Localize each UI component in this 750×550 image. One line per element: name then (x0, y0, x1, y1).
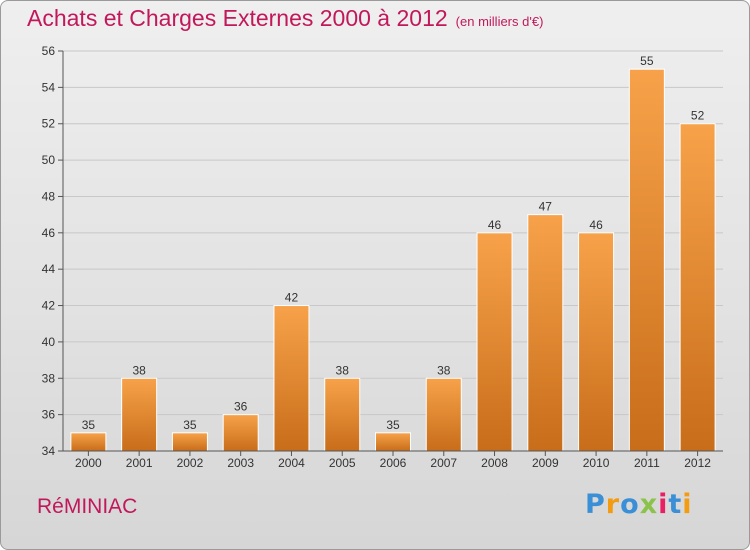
y-tick-label: 52 (42, 117, 56, 131)
bar (324, 377, 361, 452)
bar (171, 432, 208, 452)
x-tick-label: 2011 (634, 456, 660, 470)
y-tick-label: 40 (42, 335, 56, 349)
logo-letter: i (682, 489, 693, 520)
bar-value-label: 42 (285, 291, 299, 305)
logo-letter: i (658, 489, 669, 520)
bar (527, 214, 564, 452)
x-tick-label: 2004 (278, 456, 305, 470)
x-tick-label: 2003 (227, 456, 254, 470)
logo-letter: o (620, 489, 640, 520)
bar-value-label: 46 (589, 218, 603, 232)
bar (273, 305, 310, 452)
y-tick-label: 38 (42, 371, 56, 385)
x-tick-label: 2001 (126, 456, 153, 470)
bar-value-label: 38 (132, 363, 146, 377)
y-tick-label: 54 (42, 80, 56, 94)
x-tick-label: 2009 (532, 456, 559, 470)
x-tick-label: 2007 (430, 456, 457, 470)
x-tick-label: 2010 (583, 456, 610, 470)
bar (121, 377, 158, 452)
y-tick-label: 42 (42, 299, 56, 313)
commune-name: RéMINIAC (37, 495, 138, 518)
bar-value-label: 36 (234, 400, 248, 414)
y-tick-label: 34 (42, 444, 56, 458)
bar (222, 414, 259, 452)
x-tick-label: 2008 (481, 456, 508, 470)
logo-letter: t (668, 489, 683, 520)
bar (375, 432, 411, 452)
grid-lines (63, 50, 723, 452)
x-tick-label: 2000 (75, 456, 102, 470)
bar-value-label: 35 (82, 418, 96, 432)
proxiti-logo[interactable]: Proxiti (585, 489, 693, 520)
bar-value-label: 38 (336, 363, 350, 377)
y-tick-label: 48 (42, 189, 56, 203)
x-tick-label: 2006 (380, 456, 407, 470)
x-tick-label: 2002 (177, 456, 204, 470)
x-tick-label: 2012 (684, 456, 711, 470)
bar (425, 377, 462, 452)
y-tick-label: 44 (42, 262, 56, 276)
chart-title: Achats et Charges Externes 2000 à 2012 (e… (27, 5, 543, 32)
y-tick-label: 50 (42, 153, 56, 167)
chart-title-text: Achats et Charges Externes 2000 à 2012 (27, 5, 448, 31)
axes: 34 36 38 40 42 44 46 48 50 52 54 56 2000 2001 2002 2003… (42, 44, 723, 470)
bar-value-label: 52 (691, 109, 705, 123)
chart-subtitle: (en milliers d'€) (455, 14, 544, 29)
bar-value-label: 35 (386, 418, 400, 432)
y-tick-label: 56 (42, 44, 56, 58)
logo-letter: x (639, 489, 659, 520)
bar (476, 232, 513, 452)
logo-letter: r (605, 489, 621, 520)
bars: 35 38 35 36 42 38 35 38 46 47 46 55 52 (70, 54, 716, 452)
logo-letter: P (585, 489, 606, 520)
bar-value-label: 55 (640, 54, 654, 68)
bar (578, 232, 615, 452)
bar (679, 123, 716, 452)
bar (70, 432, 107, 452)
bar-value-label: 46 (488, 218, 502, 232)
y-tick-label: 36 (42, 408, 56, 422)
bar (628, 68, 665, 452)
bar-value-label: 35 (183, 418, 197, 432)
x-tick-label: 2005 (329, 456, 356, 470)
y-tick-label: 46 (42, 226, 56, 240)
bar-value-label: 38 (437, 363, 451, 377)
bar-value-label: 47 (539, 200, 553, 214)
